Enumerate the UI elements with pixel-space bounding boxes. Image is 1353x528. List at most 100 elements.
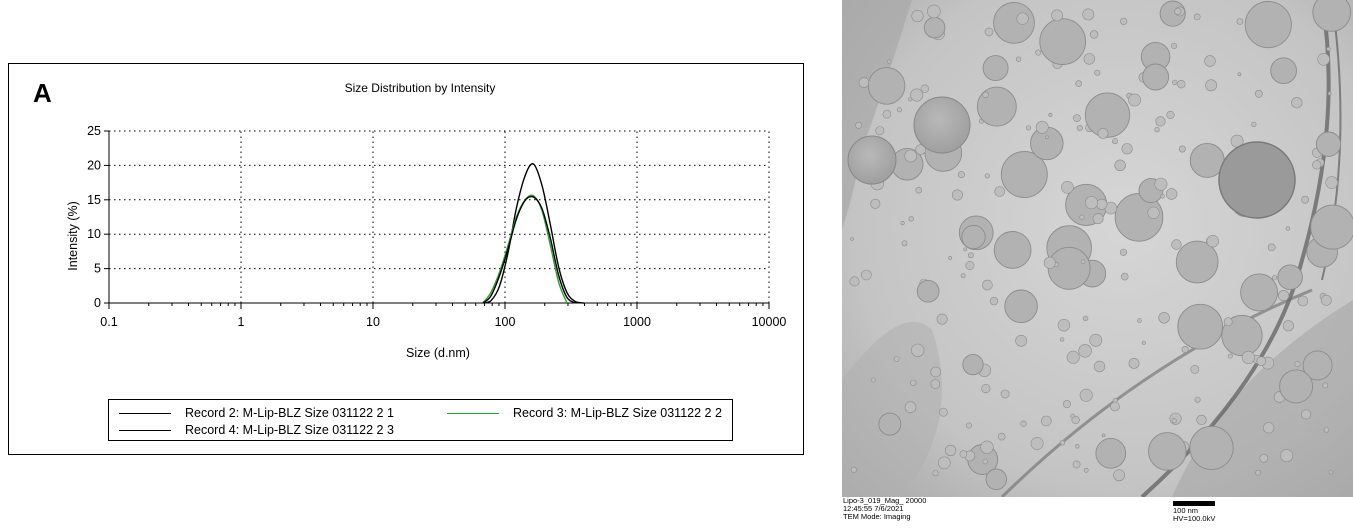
x-tick-label: 1 [238,315,245,329]
grid-lines [109,130,770,303]
vesicle [1110,401,1120,412]
vesicle [1259,453,1269,463]
vesicle [893,356,900,362]
vesicle [980,440,994,454]
vesicle [875,126,885,136]
vesicle [1317,52,1330,66]
tem-image [842,0,1353,497]
legend-swatch [119,412,171,414]
y-tick-label: 20 [87,158,101,172]
legend-label: Record 2: M-Lip-BLZ Size 031122 2 1 [185,406,394,420]
y-tick-label: 10 [87,227,101,241]
vesicle [965,422,972,429]
vesicle-particles [849,0,1353,491]
vesicle [1312,0,1352,32]
vesicle [1072,114,1081,122]
series-line-1 [482,163,584,304]
vesicle [904,401,917,414]
vesicle [1204,55,1216,67]
vesicle [1240,273,1279,312]
vesicle [993,231,1032,269]
y-axis-label: Intensity (%) [66,201,80,270]
vesicle [911,343,925,357]
vesicle [910,88,924,102]
vesicle [1326,46,1331,52]
vesicle [1063,400,1072,409]
vesicle [1045,135,1049,140]
vesicle [1171,239,1182,250]
vesicle [1282,320,1294,332]
vesicle [1155,116,1166,127]
vesicle [1165,188,1178,200]
tem-caption-line: 12:45:55 7/6/2021 [843,504,904,513]
y-tick-label: 25 [87,124,101,138]
vesicle [1015,334,1028,347]
vesicle [1041,415,1052,427]
tem-micrograph [842,0,1353,497]
vesicle [982,279,993,291]
vesicle [1279,369,1314,404]
legend-item-record-2: Record 2: M-Lip-BLZ Size 031122 2 1 [119,405,394,421]
vesicle [1089,333,1103,347]
vesicle [908,216,914,222]
vesicle [900,221,905,226]
vesicle [930,366,941,378]
vesicle [936,313,948,325]
vesicle [1277,264,1303,290]
vesicle [1196,414,1207,426]
vesicle [915,187,922,194]
vesicle [1177,79,1186,89]
vesicle [1158,312,1170,324]
vesicle [1255,469,1261,476]
vesicle [1048,112,1053,117]
vesicle [1301,195,1309,204]
vesicle [867,67,906,105]
axis-ticks: 0 5 10 15 20 25 0.1 1 10 100 1000 10000 [87,124,786,329]
vesicle [1075,80,1082,87]
legend-label: Record 4: M-Lip-BLZ Size 031122 2 3 [185,423,394,437]
vesicle [1221,314,1263,357]
vesicle [1280,449,1294,463]
vesicle [1254,89,1263,98]
vesicle [1320,294,1332,306]
vesicle [1071,415,1080,425]
tem-caption-line: TEM Mode: Imaging [843,512,911,521]
chart-title: Size Distribution by Intensity [345,81,496,95]
vesicle [1285,226,1291,231]
vesicle [878,412,902,436]
vesicle [1189,425,1234,471]
vesicle [1171,418,1177,424]
vesicle [1030,437,1044,450]
vesicle [1147,206,1160,219]
series-line-3 [482,195,576,304]
vesicle [1327,91,1332,96]
vesicle [858,77,870,88]
vesicle [967,252,974,259]
scale-bar [1173,501,1215,506]
vesicle [1193,13,1201,21]
vesicle [1174,7,1182,15]
vesicle [932,470,939,477]
x-tick-label: 100 [495,315,516,329]
vesicle [960,273,966,279]
vesicle [963,247,968,252]
vesicle [984,173,990,179]
vesicle [1097,127,1109,139]
vesicle [1223,317,1233,327]
vesicle [1175,240,1219,284]
vesicle [1137,318,1142,323]
x-tick-label: 1000 [623,315,651,329]
vesicle [1096,198,1108,210]
vesicle [1043,256,1056,269]
vesicle [1092,213,1104,225]
vesicle [951,189,963,201]
vesicle [997,432,1006,441]
vesicle [1190,364,1200,374]
vesicle [939,407,948,417]
vesicle [1095,437,1127,469]
vesicle [1241,350,1256,365]
vesicle [1227,353,1233,359]
vesicle [1083,467,1089,473]
vesicle [1141,340,1146,345]
panel-label: A [33,78,52,108]
